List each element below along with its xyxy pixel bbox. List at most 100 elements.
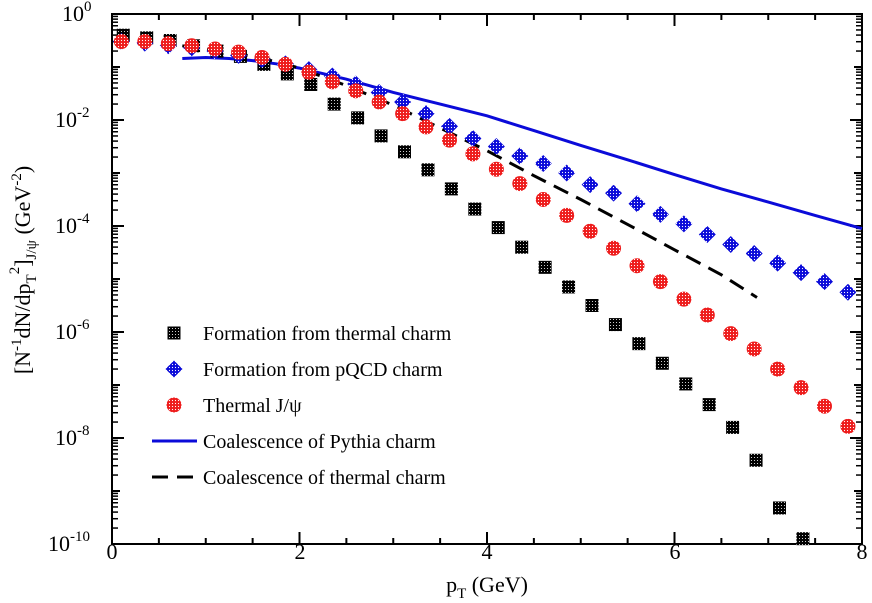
data-point-s2-26 — [723, 326, 739, 342]
data-point-s0-13 — [421, 163, 435, 177]
plot-area — [111, 13, 863, 545]
data-point-s2-18 — [535, 192, 551, 207]
data-point-s1-30 — [816, 273, 833, 291]
minor-ticks — [111, 13, 863, 545]
data-point-s1-12 — [394, 93, 412, 111]
legend-marker-0 — [167, 326, 181, 340]
y-axis-title: [N-1dN/dpT2]J/ψ (GeV-2) — [7, 166, 40, 374]
data-point-s0-16 — [491, 221, 505, 235]
data-point-s0-17 — [515, 240, 529, 254]
data-point-s1-14 — [441, 117, 458, 135]
data-point-s0-12 — [398, 145, 411, 159]
data-point-s2-9 — [324, 74, 340, 90]
data-point-s0-20 — [585, 299, 599, 312]
data-point-s0-10 — [351, 111, 365, 125]
data-point-s0-19 — [562, 280, 576, 294]
data-point-s1-13 — [417, 105, 435, 123]
data-point-s2-12 — [395, 106, 411, 122]
data-point-s1-27 — [745, 245, 763, 263]
data-point-s0-9 — [327, 97, 341, 111]
legend-symbols — [152, 326, 197, 479]
data-point-s0-26 — [726, 420, 740, 434]
data-point-s2-4 — [207, 41, 223, 57]
data-point-s0-14 — [444, 182, 458, 196]
data-point-s2-15 — [465, 146, 481, 162]
x-axis-title: pT (GeV) — [446, 572, 528, 602]
series-line-4 — [182, 44, 758, 299]
data-point-s1-24 — [675, 215, 693, 233]
data-point-s2-24 — [676, 291, 692, 307]
y-tick-labels: 100 10-2 10-4 10-6 10-8 10-10 — [48, 0, 92, 556]
data-point-s2-5 — [231, 44, 247, 60]
data-point-s2-1 — [137, 34, 153, 50]
x-tick-label-2: 2 — [295, 539, 306, 564]
y-tick-label-minus10: 10-10 — [48, 529, 90, 556]
x-tick-label-6: 6 — [670, 539, 681, 564]
x-tick-label-0: 0 — [107, 539, 118, 564]
data-point-s0-8 — [304, 77, 318, 91]
data-point-s1-21 — [605, 184, 623, 202]
legend-label-thermal-coalescence: Coalescence of thermal charm — [203, 467, 446, 489]
y-tick-label-minus2: 10-2 — [55, 105, 90, 132]
data-point-s2-11 — [371, 94, 387, 110]
x-tick-label-4: 4 — [482, 539, 493, 564]
data-point-s2-7 — [277, 56, 293, 72]
data-point-s2-10 — [348, 83, 364, 99]
data-point-s2-8 — [301, 64, 317, 80]
data-point-s2-14 — [442, 132, 457, 148]
data-point-s2-20 — [582, 223, 598, 239]
data-point-s0-25 — [702, 398, 716, 412]
data-point-s0-29 — [796, 532, 810, 546]
data-point-s0-23 — [655, 356, 669, 370]
legend: Formation from thermal charm Formation f… — [152, 323, 452, 489]
data-point-s1-17 — [511, 147, 529, 165]
data-point-s0-28 — [773, 501, 786, 515]
legend-label-thermal-charm: Formation from thermal charm — [203, 323, 452, 345]
x-tick-labels: 0 2 4 6 8 — [107, 539, 868, 564]
y-tick-label-0: 100 — [62, 0, 92, 26]
y-tick-label-minus8: 10-8 — [55, 423, 90, 450]
legend-marker-2 — [166, 397, 182, 413]
data-point-s1-15 — [464, 130, 482, 148]
data-point-s2-19 — [559, 207, 575, 223]
data-point-s2-31 — [840, 418, 856, 434]
data-point-s0-18 — [538, 260, 552, 274]
data-point-s1-26 — [722, 236, 740, 254]
series-lines — [182, 44, 863, 299]
data-point-s2-29 — [793, 380, 809, 396]
data-point-s2-13 — [418, 119, 434, 135]
data-point-s0-24 — [679, 377, 693, 391]
data-point-s1-29 — [792, 264, 810, 282]
data-point-s2-22 — [629, 258, 645, 274]
data-point-s1-18 — [534, 154, 552, 172]
data-point-s1-19 — [558, 164, 576, 182]
data-point-s1-16 — [487, 138, 505, 155]
data-point-s2-6 — [254, 49, 270, 65]
data-point-s1-25 — [698, 225, 716, 243]
legend-label-thermal-jpsi: Thermal J/ψ — [203, 395, 302, 417]
data-point-s2-0 — [113, 34, 129, 50]
data-point-s0-22 — [632, 337, 646, 351]
data-point-s2-28 — [770, 361, 786, 377]
data-point-s2-23 — [652, 274, 668, 290]
data-point-s2-30 — [817, 398, 832, 414]
data-point-s1-20 — [581, 176, 599, 194]
data-point-s2-21 — [606, 240, 622, 256]
data-point-s1-28 — [769, 254, 787, 272]
data-point-s2-16 — [488, 161, 504, 177]
data-point-s1-23 — [651, 205, 669, 223]
data-point-s0-11 — [374, 129, 388, 143]
series-markers — [112, 28, 857, 546]
data-point-s0-27 — [749, 453, 763, 467]
data-point-s1-31 — [839, 283, 857, 301]
legend-label-pythia-coalescence: Coalescence of Pythia charm — [203, 431, 436, 453]
data-point-s1-22 — [628, 195, 646, 213]
legend-marker-1 — [165, 360, 183, 378]
plot-frame — [111, 13, 863, 545]
data-point-s0-21 — [608, 318, 622, 332]
data-point-s2-25 — [699, 307, 715, 323]
data-point-s2-3 — [184, 38, 200, 54]
data-point-s2-2 — [160, 36, 176, 52]
y-tick-label-minus4: 10-4 — [55, 211, 90, 238]
series-line-3 — [182, 55, 863, 231]
